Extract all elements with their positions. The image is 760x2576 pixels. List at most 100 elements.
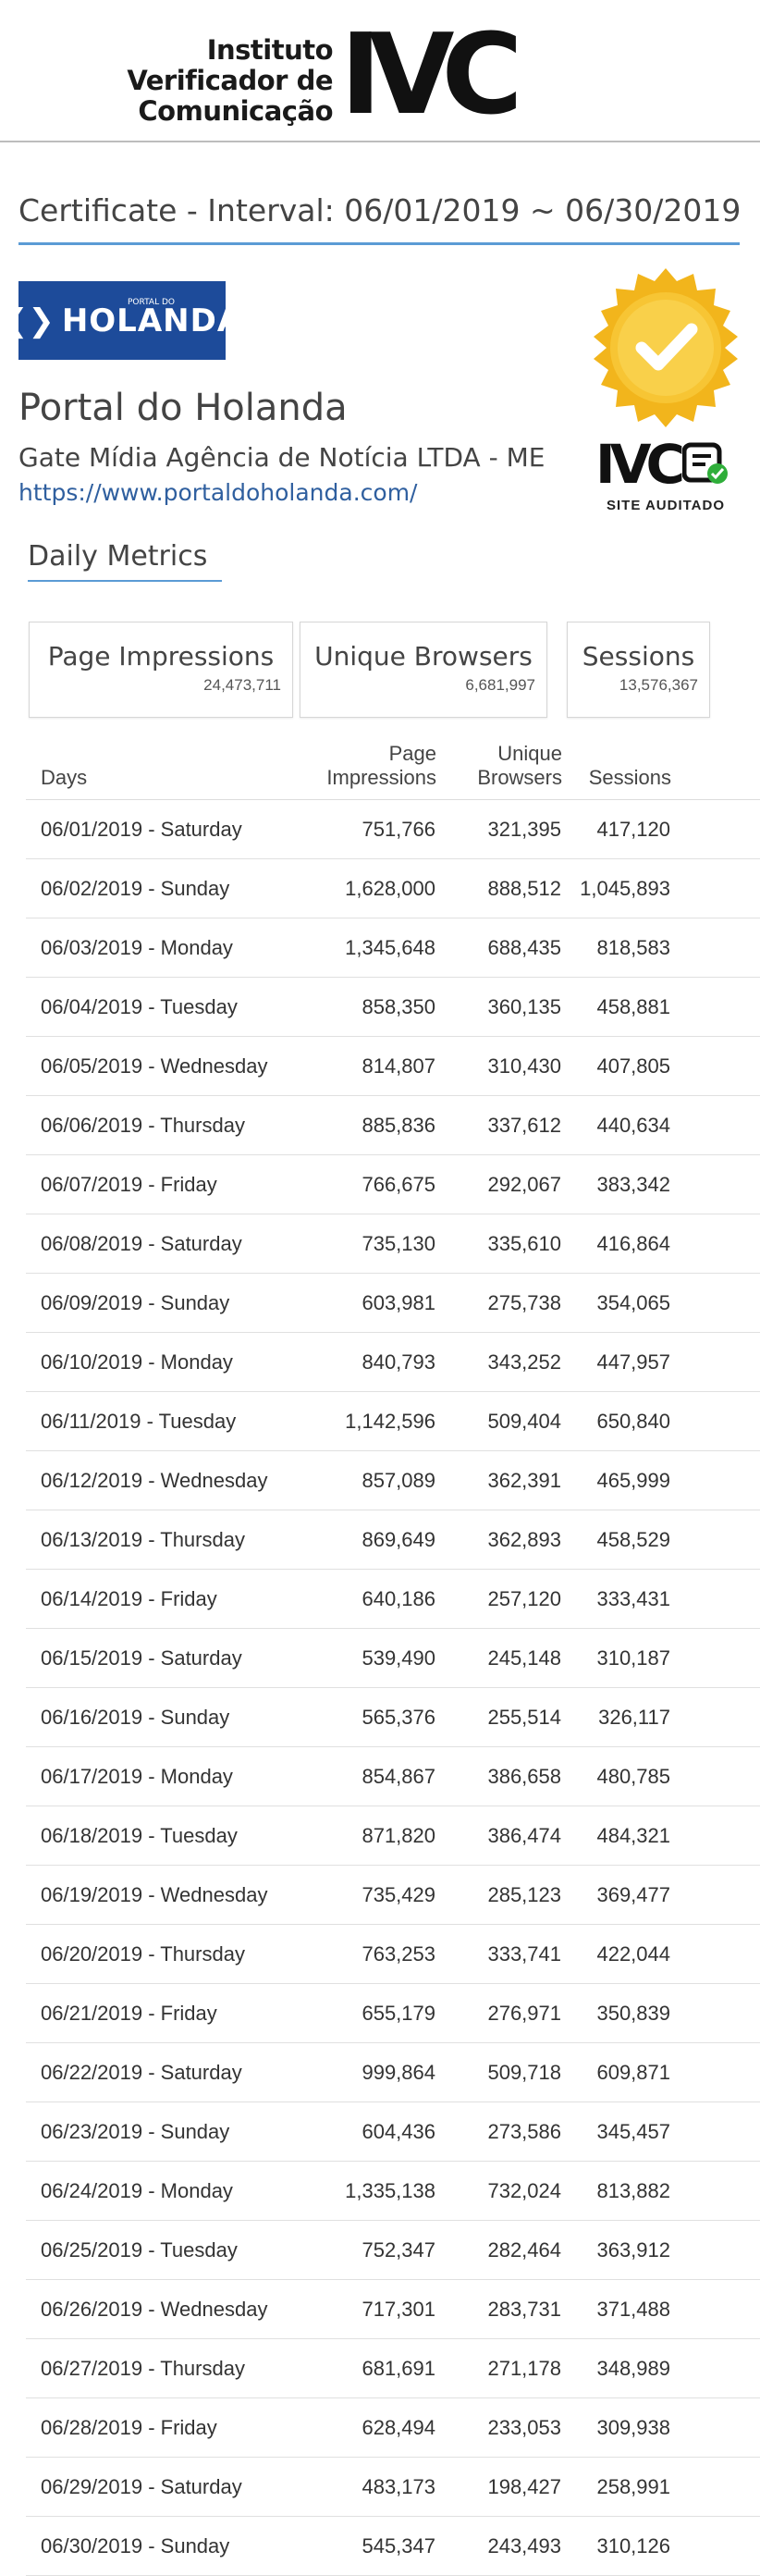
- day-cell: 06/06/2019 - Thursday: [26, 1095, 307, 1155]
- tab-active-indicator: [28, 580, 222, 582]
- page-impressions-cell: 735,429: [307, 1865, 436, 1925]
- sessions-cell: 458,529: [562, 1510, 671, 1570]
- ivc-logo-line-3: Comunicação: [138, 95, 333, 127]
- table-row: 06/23/2019 - Sunday 604,436 273,586 345,457: [26, 2101, 760, 2162]
- header-ub-line-2: Browsers: [477, 766, 562, 789]
- day-cell: 06/24/2019 - Monday: [26, 2161, 307, 2221]
- page-impressions-cell: 681,691: [307, 2338, 436, 2398]
- table-row: 06/06/2019 - Thursday 885,836 337,612 440,6…: [26, 1095, 760, 1155]
- kpi-label: Sessions: [582, 641, 695, 672]
- day-cell: 06/19/2019 - Wednesday: [26, 1865, 307, 1925]
- unique-browsers-cell: 343,252: [436, 1332, 562, 1392]
- header-pi-line-1: Page: [388, 742, 436, 765]
- unique-browsers-cell: 245,148: [436, 1628, 562, 1688]
- site-url-link[interactable]: https://www.portaldoholanda.com/: [18, 479, 418, 506]
- unique-browsers-cell: 386,658: [436, 1746, 562, 1806]
- page-impressions-cell: 857,089: [307, 1450, 436, 1510]
- sessions-cell: 440,634: [562, 1095, 671, 1155]
- sessions-cell: 407,805: [562, 1036, 671, 1096]
- table-row: 06/16/2019 - Sunday 565,376 255,514 326,117: [26, 1687, 760, 1747]
- portal-logo-icon: ❮❯: [1, 302, 55, 339]
- unique-browsers-cell: 243,493: [436, 2516, 562, 2576]
- unique-browsers-cell: 688,435: [436, 918, 562, 978]
- page-impressions-cell: 752,347: [307, 2220, 436, 2280]
- day-cell: 06/21/2019 - Friday: [26, 1983, 307, 2043]
- header-page-impressions: Page Impressions: [307, 725, 436, 800]
- table-row: 06/08/2019 - Saturday 735,130 335,610 416,8…: [26, 1214, 760, 1274]
- unique-browsers-cell: 732,024: [436, 2161, 562, 2221]
- row-spacer: [671, 2338, 760, 2398]
- row-spacer: [671, 1628, 760, 1688]
- day-cell: 06/01/2019 - Saturday: [26, 799, 307, 859]
- unique-browsers-cell: 337,612: [436, 1095, 562, 1155]
- day-cell: 06/13/2019 - Thursday: [26, 1510, 307, 1570]
- day-cell: 06/28/2019 - Friday: [26, 2397, 307, 2458]
- unique-browsers-cell: 386,474: [436, 1806, 562, 1866]
- sessions-cell: 383,342: [562, 1154, 671, 1214]
- table-row: 06/22/2019 - Saturday 999,864 509,718 609,8…: [26, 2042, 760, 2102]
- page-impressions-cell: 1,628,000: [307, 858, 436, 918]
- unique-browsers-cell: 292,067: [436, 1154, 562, 1214]
- day-cell: 06/08/2019 - Saturday: [26, 1214, 307, 1274]
- page-impressions-cell: 565,376: [307, 1687, 436, 1747]
- page-impressions-cell: 640,186: [307, 1569, 436, 1629]
- certificate-title-underline: [18, 242, 740, 245]
- unique-browsers-cell: 273,586: [436, 2101, 562, 2162]
- row-spacer: [671, 858, 760, 918]
- table-row: 06/13/2019 - Thursday 869,649 362,893 458,5…: [26, 1510, 760, 1570]
- table-row: 06/15/2019 - Saturday 539,490 245,148 310,1…: [26, 1628, 760, 1688]
- unique-browsers-cell: 285,123: [436, 1865, 562, 1925]
- tab-daily-metrics[interactable]: Daily Metrics: [28, 540, 208, 573]
- page-impressions-cell: 854,867: [307, 1746, 436, 1806]
- audit-ivc-mark: IVC: [595, 433, 685, 496]
- ivc-logo-line-1: Instituto: [206, 34, 334, 66]
- unique-browsers-cell: 360,135: [436, 977, 562, 1037]
- kpi-card-sessions: Sessions 13,576,367: [567, 622, 710, 718]
- day-cell: 06/20/2019 - Thursday: [26, 1924, 307, 1984]
- table-row: 06/01/2019 - Saturday 751,766 321,395 417,1…: [26, 799, 760, 859]
- row-spacer: [671, 1154, 760, 1214]
- day-cell: 06/14/2019 - Friday: [26, 1569, 307, 1629]
- row-spacer: [671, 977, 760, 1037]
- row-spacer: [671, 1510, 760, 1570]
- sessions-cell: 310,187: [562, 1628, 671, 1688]
- row-spacer: [671, 2220, 760, 2280]
- certificate-title: Certificate - Interval: 06/01/2019 ~ 06/…: [18, 192, 742, 228]
- unique-browsers-cell: 310,430: [436, 1036, 562, 1096]
- row-spacer: [671, 799, 760, 859]
- row-spacer: [671, 1569, 760, 1629]
- sessions-cell: 813,882: [562, 2161, 671, 2221]
- daily-metrics-table: Days Page Impressions Unique Browsers Sess…: [26, 725, 760, 2576]
- sessions-cell: 447,957: [562, 1332, 671, 1392]
- sessions-cell: 310,126: [562, 2516, 671, 2576]
- unique-browsers-cell: 888,512: [436, 858, 562, 918]
- sessions-cell: 422,044: [562, 1924, 671, 1984]
- sessions-cell: 1,045,893: [562, 858, 671, 918]
- table-row: 06/25/2019 - Tuesday 752,347 282,464 363,91…: [26, 2220, 760, 2280]
- header-pi-line-2: Impressions: [326, 766, 436, 789]
- sessions-cell: 465,999: [562, 1450, 671, 1510]
- unique-browsers-cell: 321,395: [436, 799, 562, 859]
- sessions-cell: 818,583: [562, 918, 671, 978]
- site-audited-label: SITE AUDITADO: [607, 498, 725, 513]
- day-cell: 06/30/2019 - Sunday: [26, 2516, 307, 2576]
- sessions-cell: 480,785: [562, 1746, 671, 1806]
- row-spacer: [671, 1332, 760, 1392]
- table-row: 06/26/2019 - Wednesday 717,301 283,731 371,…: [26, 2279, 760, 2339]
- row-spacer: [671, 1036, 760, 1096]
- page-impressions-cell: 539,490: [307, 1628, 436, 1688]
- table-header-row: Days Page Impressions Unique Browsers Sess…: [26, 725, 760, 800]
- unique-browsers-cell: 255,514: [436, 1687, 562, 1747]
- portal-holanda-logo: ❮❯ PORTAL DO HOLANDA: [2, 281, 241, 360]
- unique-browsers-cell: 275,738: [436, 1273, 562, 1333]
- table-row: 06/24/2019 - Monday 1,335,138 732,024 813,8…: [26, 2161, 760, 2221]
- unique-browsers-cell: 282,464: [436, 2220, 562, 2280]
- kpi-value: 24,473,711: [203, 676, 281, 694]
- unique-browsers-cell: 271,178: [436, 2338, 562, 2398]
- table-row: 06/14/2019 - Friday 640,186 257,120 333,431: [26, 1569, 760, 1629]
- gold-seal-check-icon: [594, 268, 738, 427]
- header-sessions: Sessions: [562, 725, 671, 800]
- unique-browsers-cell: 233,053: [436, 2397, 562, 2458]
- ivc-logo-mark: IVC: [340, 11, 523, 140]
- unique-browsers-cell: 509,718: [436, 2042, 562, 2102]
